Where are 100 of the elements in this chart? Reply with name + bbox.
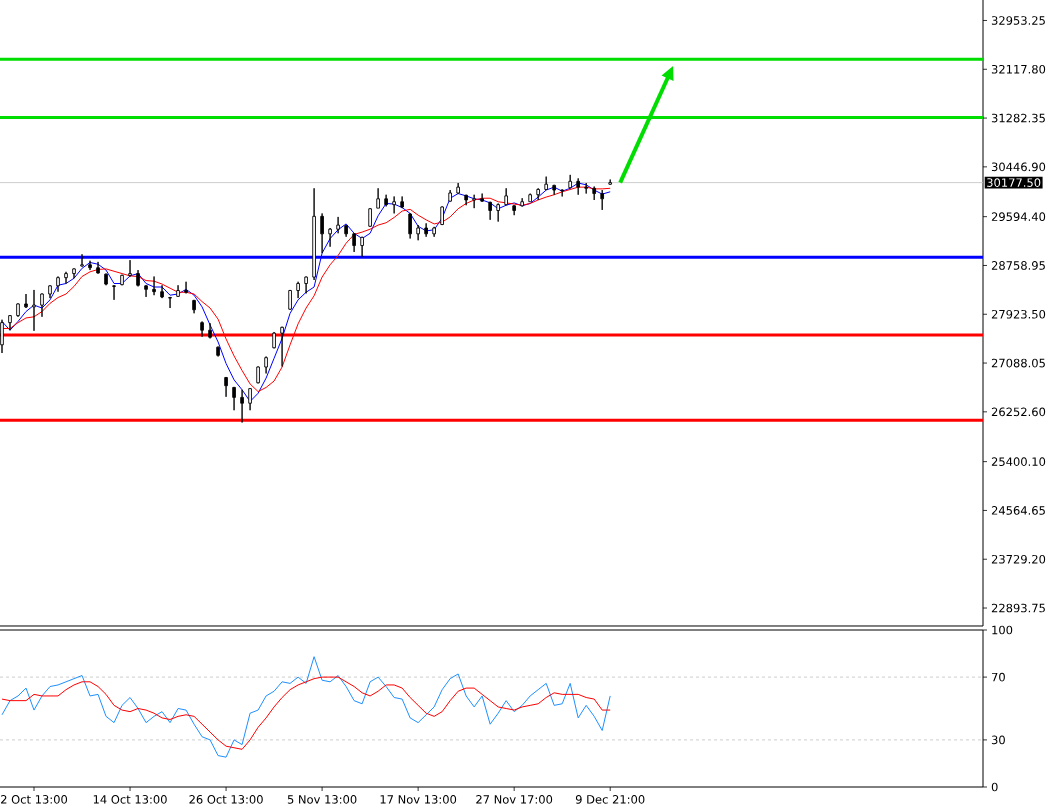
candlestick [352,232,356,253]
candlestick [200,321,204,338]
candlestick [536,187,540,201]
candlestick [16,302,20,318]
ref-line-label: 30177.50 [987,178,1041,187]
x-tick-label: 2 Oct 13:00 [1,795,68,804]
candlestick [40,292,44,318]
y-tick-label: 28758.95 [991,261,1045,270]
candlestick [416,224,420,241]
candlestick [592,186,596,201]
candlestick [448,189,452,203]
candlestick [520,197,524,207]
candlestick [160,284,164,299]
candlestick [224,376,228,398]
candlestick [544,176,548,191]
y-tick-label: 100 [992,625,1013,635]
candlestick [552,184,556,196]
candlestick [496,203,500,223]
y-tick-label: 24564.65 [991,506,1045,515]
candlestick [408,212,412,239]
candlestick [336,216,340,234]
candlestick [120,274,124,286]
candlestick [208,322,212,339]
candlestick [144,284,148,298]
candlestick [24,293,28,309]
candlestick [600,189,604,211]
y-tick-label: 29594.40 [991,212,1046,221]
candlestick [488,201,492,221]
candlestick [480,193,484,203]
candlestick [136,269,140,287]
candlestick [320,212,324,254]
y-tick-label: 0 [991,782,998,792]
candlestick [304,276,308,294]
candlestick [472,194,476,209]
x-tick-label: 5 Nov 13:00 [287,795,357,804]
candlestick [56,276,60,293]
candlestick [264,356,268,374]
y-tick-label: 32953.25 [991,16,1045,25]
candlestick [192,299,196,314]
x-tick-label: 17 Nov 13:00 [380,795,457,804]
candlestick [0,319,4,354]
y-tick-label: 25400.10 [991,457,1046,466]
candlestick [576,177,580,196]
y-tick-label: 30446.90 [991,162,1046,172]
candlestick [392,196,396,214]
candlestick [176,284,180,298]
candlestick [360,236,364,258]
y-tick-label: 30 [991,735,1005,745]
candlestick [8,314,12,331]
candlestick [296,281,300,299]
candlestick [48,284,52,299]
candlestick [584,182,588,194]
y-tick-label: 23729.20 [991,554,1046,564]
candlestick [272,331,276,349]
candlestick [328,227,332,248]
y-tick-label: 27088.05 [991,358,1045,368]
y-tick-label: 26252.60 [991,407,1046,417]
candlestick [288,289,292,311]
candlestick [464,194,468,206]
candlestick [608,179,612,186]
x-tick-label: 14 Oct 13:00 [93,795,167,804]
candlestick [152,276,156,296]
candlestick [240,389,244,423]
candlestick [424,222,428,238]
candlestick [432,226,436,238]
candlestick [280,326,284,367]
x-tick-label: 27 Nov 17:00 [476,795,553,804]
candlestick [128,259,132,277]
candlestick [560,189,564,197]
candlestick [568,174,572,189]
candlestick [112,284,116,301]
candlestick [456,182,460,194]
x-tick-label: 26 Oct 13:00 [189,795,263,804]
candlestick [400,196,404,209]
candlestick [384,194,388,207]
candlestick [512,204,516,216]
candlestick [184,281,188,294]
candlestick [64,271,68,284]
candlestick [216,346,220,357]
candlestick [248,387,252,411]
y-tick-label: 32117.80 [991,64,1046,74]
candlestick [312,187,316,281]
y-tick-label: 70 [991,672,1005,682]
candlestick [376,187,380,209]
y-tick-label: 27923.50 [991,309,1046,319]
y-tick-label: 22893.75 [991,603,1045,613]
candlestick [344,224,348,238]
candlestick [104,273,108,286]
candlestick [232,386,236,411]
candlestick [440,205,444,226]
candlestick [80,253,84,268]
candlestick [96,261,100,275]
candlestick [528,193,532,203]
y-tick-label: 31282.35 [991,113,1045,123]
candlestick [32,289,36,332]
candlestick [368,207,372,228]
candlestick [88,260,92,271]
candlestick [256,365,260,384]
candlestick [72,267,76,279]
x-tick-label: 9 Dec 21:00 [575,795,645,804]
